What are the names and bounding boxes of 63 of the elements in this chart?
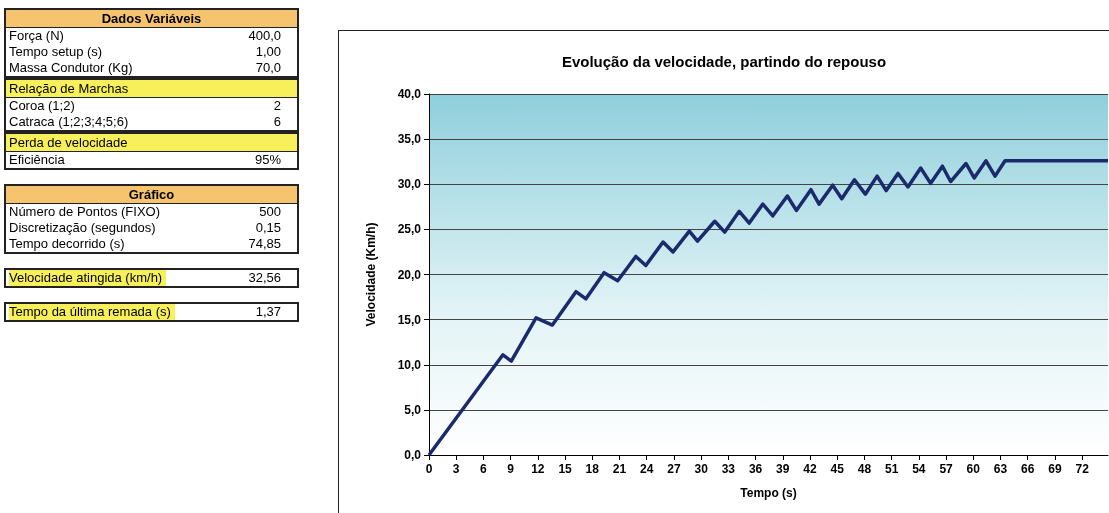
y-tick-label: 0,0 bbox=[404, 448, 422, 462]
x-tick-label: 57 bbox=[939, 462, 954, 476]
text: 74,85 bbox=[248, 236, 281, 252]
text: Relação de Marchas bbox=[6, 80, 297, 98]
x-axis-title: Tempo (s) bbox=[740, 486, 797, 500]
x-tick-label: 6 bbox=[480, 462, 488, 476]
x-tick-label: 54 bbox=[912, 462, 926, 476]
text: Tempo setup (s) bbox=[9, 44, 103, 60]
text: Dados Variáveis bbox=[6, 10, 297, 28]
text: Força (N) bbox=[9, 28, 64, 44]
x-tick-label: 0 bbox=[425, 462, 433, 476]
x-tick-label: 48 bbox=[857, 462, 872, 476]
text: 0,15 bbox=[255, 220, 281, 236]
text: Tempo da última remada (s) bbox=[9, 304, 175, 320]
text: 95% bbox=[254, 152, 281, 168]
text: 500 bbox=[259, 204, 281, 220]
text: Catraca (1;2;3;4;5;6) bbox=[9, 114, 129, 130]
text: Velocidade atingida (km/h) bbox=[9, 270, 167, 286]
chart-title: Evolução da velocidade, partindo do repouso bbox=[561, 53, 887, 70]
text: 32,56 bbox=[248, 270, 281, 286]
text: 400,0 bbox=[248, 28, 281, 44]
text: Perda de velocidade bbox=[6, 134, 297, 152]
text: Gráfico bbox=[6, 186, 297, 204]
text: Coroa (1;2) bbox=[9, 98, 75, 114]
text: Eficiência bbox=[9, 152, 65, 168]
x-tick-label: 3 bbox=[452, 462, 460, 476]
x-tick-label: 72 bbox=[1075, 462, 1090, 476]
x-tick-label: 69 bbox=[1048, 462, 1062, 476]
y-tick-label: 30,0 bbox=[397, 177, 422, 192]
text: 2 bbox=[273, 98, 281, 114]
x-tick-label: 66 bbox=[1021, 462, 1035, 476]
y-tick-label: 15,0 bbox=[397, 312, 422, 327]
text: 70,0 bbox=[255, 60, 281, 76]
x-tick-label: 24 bbox=[640, 462, 654, 476]
y-tick-label: 40,0 bbox=[397, 87, 422, 101]
y-tick-label: 20,0 bbox=[397, 267, 422, 282]
text: Número de Pontos (FIXO) bbox=[9, 204, 160, 220]
x-tick-label: 39 bbox=[776, 462, 790, 476]
x-tick-label: 15 bbox=[558, 462, 573, 476]
x-tick-label: 36 bbox=[748, 462, 763, 476]
x-tick-label: 21 bbox=[612, 462, 627, 476]
x-tick-label: 30 bbox=[694, 462, 709, 476]
x-tick-label: 60 bbox=[966, 462, 981, 476]
x-tick-label: 33 bbox=[721, 462, 736, 476]
y-tick-label: 10,0 bbox=[397, 357, 422, 372]
x-tick-label: 42 bbox=[803, 462, 817, 476]
x-tick-label: 12 bbox=[531, 462, 545, 476]
text: 6 bbox=[273, 114, 281, 130]
text: 1,37 bbox=[255, 304, 281, 320]
y-tick-label: 35,0 bbox=[397, 132, 422, 147]
text: Discretização (segundos) bbox=[9, 220, 156, 236]
x-tick-label: 9 bbox=[507, 462, 515, 476]
y-tick-label: 5,0 bbox=[404, 402, 422, 417]
text: Tempo decorrido (s) bbox=[9, 236, 125, 252]
text: Massa Condutor (Kg) bbox=[9, 60, 133, 76]
y-tick-label: 25,0 bbox=[397, 222, 422, 237]
x-tick-label: 51 bbox=[884, 462, 899, 476]
x-tick-label: 18 bbox=[585, 462, 600, 476]
x-tick-label: 27 bbox=[667, 462, 681, 476]
x-tick-label: 63 bbox=[993, 462, 1008, 476]
x-tick-label: 45 bbox=[830, 462, 845, 476]
text: 1,00 bbox=[255, 44, 281, 60]
y-axis-title: Velocidade (Km/h) bbox=[364, 222, 378, 327]
